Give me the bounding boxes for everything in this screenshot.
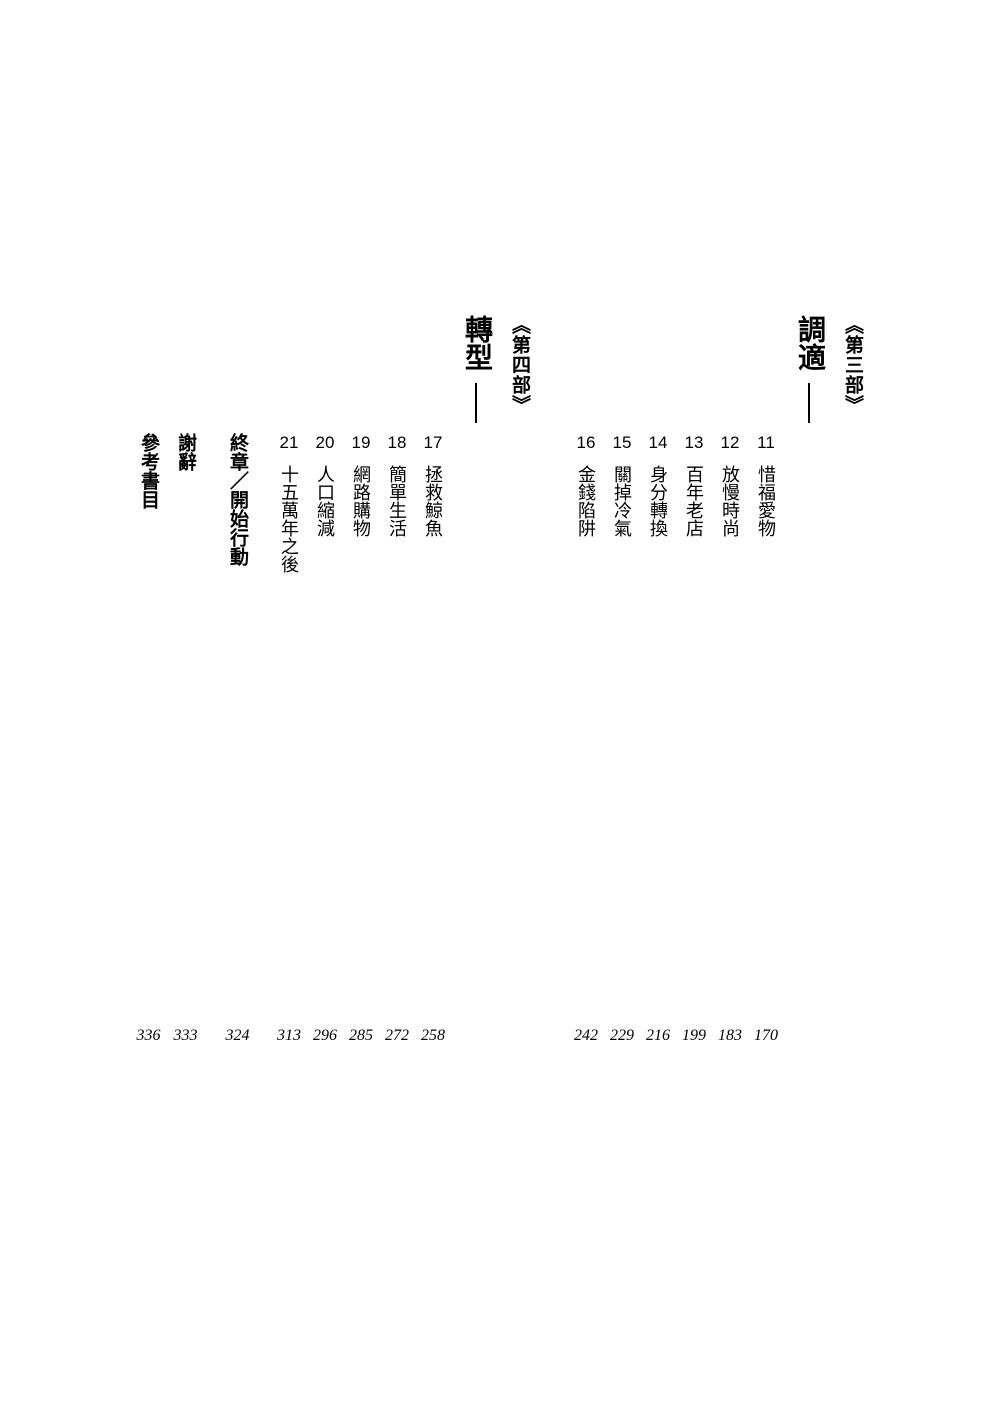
chapter-title: 簡單生活 — [384, 465, 410, 537]
chapter-21: 21 十五萬年之後 313 — [276, 315, 302, 1045]
section-gap — [256, 315, 271, 1045]
chapter-num: 18 — [388, 433, 407, 453]
chapter-title: 關掉冷氣 — [609, 465, 635, 537]
page-number: 258 — [421, 1027, 445, 1045]
page-number: 272 — [385, 1027, 409, 1045]
chapter-title: 惜福愛物 — [753, 465, 779, 537]
chapter-14: 14 身分轉換 216 — [645, 315, 671, 1045]
table-of-contents: 《第三部》 調適 11 惜福愛物 170 12 放慢時尚 183 13 百年老店… — [130, 315, 871, 1045]
chapter-13: 13 百年老店 199 — [681, 315, 707, 1045]
chapter-num: 16 — [577, 433, 596, 453]
acknowledgments: 謝辭 333 — [172, 315, 199, 1045]
chapter-num: 21 — [280, 433, 299, 453]
chapter-title: 百年老店 — [681, 465, 707, 537]
chapter-17: 17 拯救鯨魚 258 — [420, 315, 446, 1045]
section-gap — [538, 315, 568, 1045]
chapter-num: 15 — [613, 433, 632, 453]
divider-icon — [475, 383, 477, 423]
page-number: 324 — [226, 1027, 250, 1045]
chapter-title: 放慢時尚 — [717, 465, 743, 537]
part4-title-col: 轉型 — [456, 315, 496, 1045]
chapter-title: 拯救鯨魚 — [420, 465, 446, 537]
part4-title: 轉型 — [456, 315, 496, 371]
chapter-20: 20 人口縮減 296 — [312, 315, 338, 1045]
bibliography-title: 參考書目 — [135, 433, 162, 509]
chapter-title: 人口縮減 — [312, 465, 338, 537]
page-number: 229 — [610, 1027, 634, 1045]
part4-label: 《第四部》 — [506, 315, 533, 415]
page-number: 285 — [349, 1027, 373, 1045]
chapter-num: 11 — [757, 433, 775, 453]
end-chapter: 終章／開始行動 324 — [224, 315, 251, 1045]
end-chapter-title: 終章／開始行動 — [224, 433, 251, 566]
part3-header: 《第三部》 — [839, 315, 866, 1045]
chapter-num: 17 — [424, 433, 443, 453]
chapter-title: 金錢陷阱 — [573, 465, 599, 537]
chapter-num: 19 — [352, 433, 371, 453]
page-number: 313 — [277, 1027, 301, 1045]
chapter-15: 15 關掉冷氣 229 — [609, 315, 635, 1045]
chapter-18: 18 簡單生活 272 — [384, 315, 410, 1045]
chapter-num: 14 — [649, 433, 668, 453]
page-number: 333 — [174, 1027, 198, 1045]
page-number: 199 — [682, 1027, 706, 1045]
acknowledgments-title: 謝辭 — [172, 433, 199, 471]
bibliography: 參考書目 336 — [135, 315, 162, 1045]
chapter-title: 十五萬年之後 — [276, 465, 302, 573]
page-number: 336 — [137, 1027, 161, 1045]
page-number: 296 — [313, 1027, 337, 1045]
chapter-num: 13 — [685, 433, 704, 453]
chapter-title: 網路購物 — [348, 465, 374, 537]
chapter-12: 12 放慢時尚 183 — [717, 315, 743, 1045]
chapter-19: 19 網路購物 285 — [348, 315, 374, 1045]
chapter-num: 12 — [721, 433, 740, 453]
chapter-title: 身分轉換 — [645, 465, 671, 537]
page-number: 170 — [754, 1027, 778, 1045]
chapter-11: 11 惜福愛物 170 — [753, 315, 779, 1045]
section-gap — [204, 315, 219, 1045]
part3-title: 調適 — [789, 315, 829, 371]
part4-header: 《第四部》 — [506, 315, 533, 1045]
page-number: 242 — [574, 1027, 598, 1045]
part3-title-col: 調適 — [789, 315, 829, 1045]
page-number: 216 — [646, 1027, 670, 1045]
divider-icon — [808, 383, 810, 423]
page-number: 183 — [718, 1027, 742, 1045]
chapter-16: 16 金錢陷阱 242 — [573, 315, 599, 1045]
part3-label: 《第三部》 — [839, 315, 866, 415]
chapter-num: 20 — [316, 433, 335, 453]
